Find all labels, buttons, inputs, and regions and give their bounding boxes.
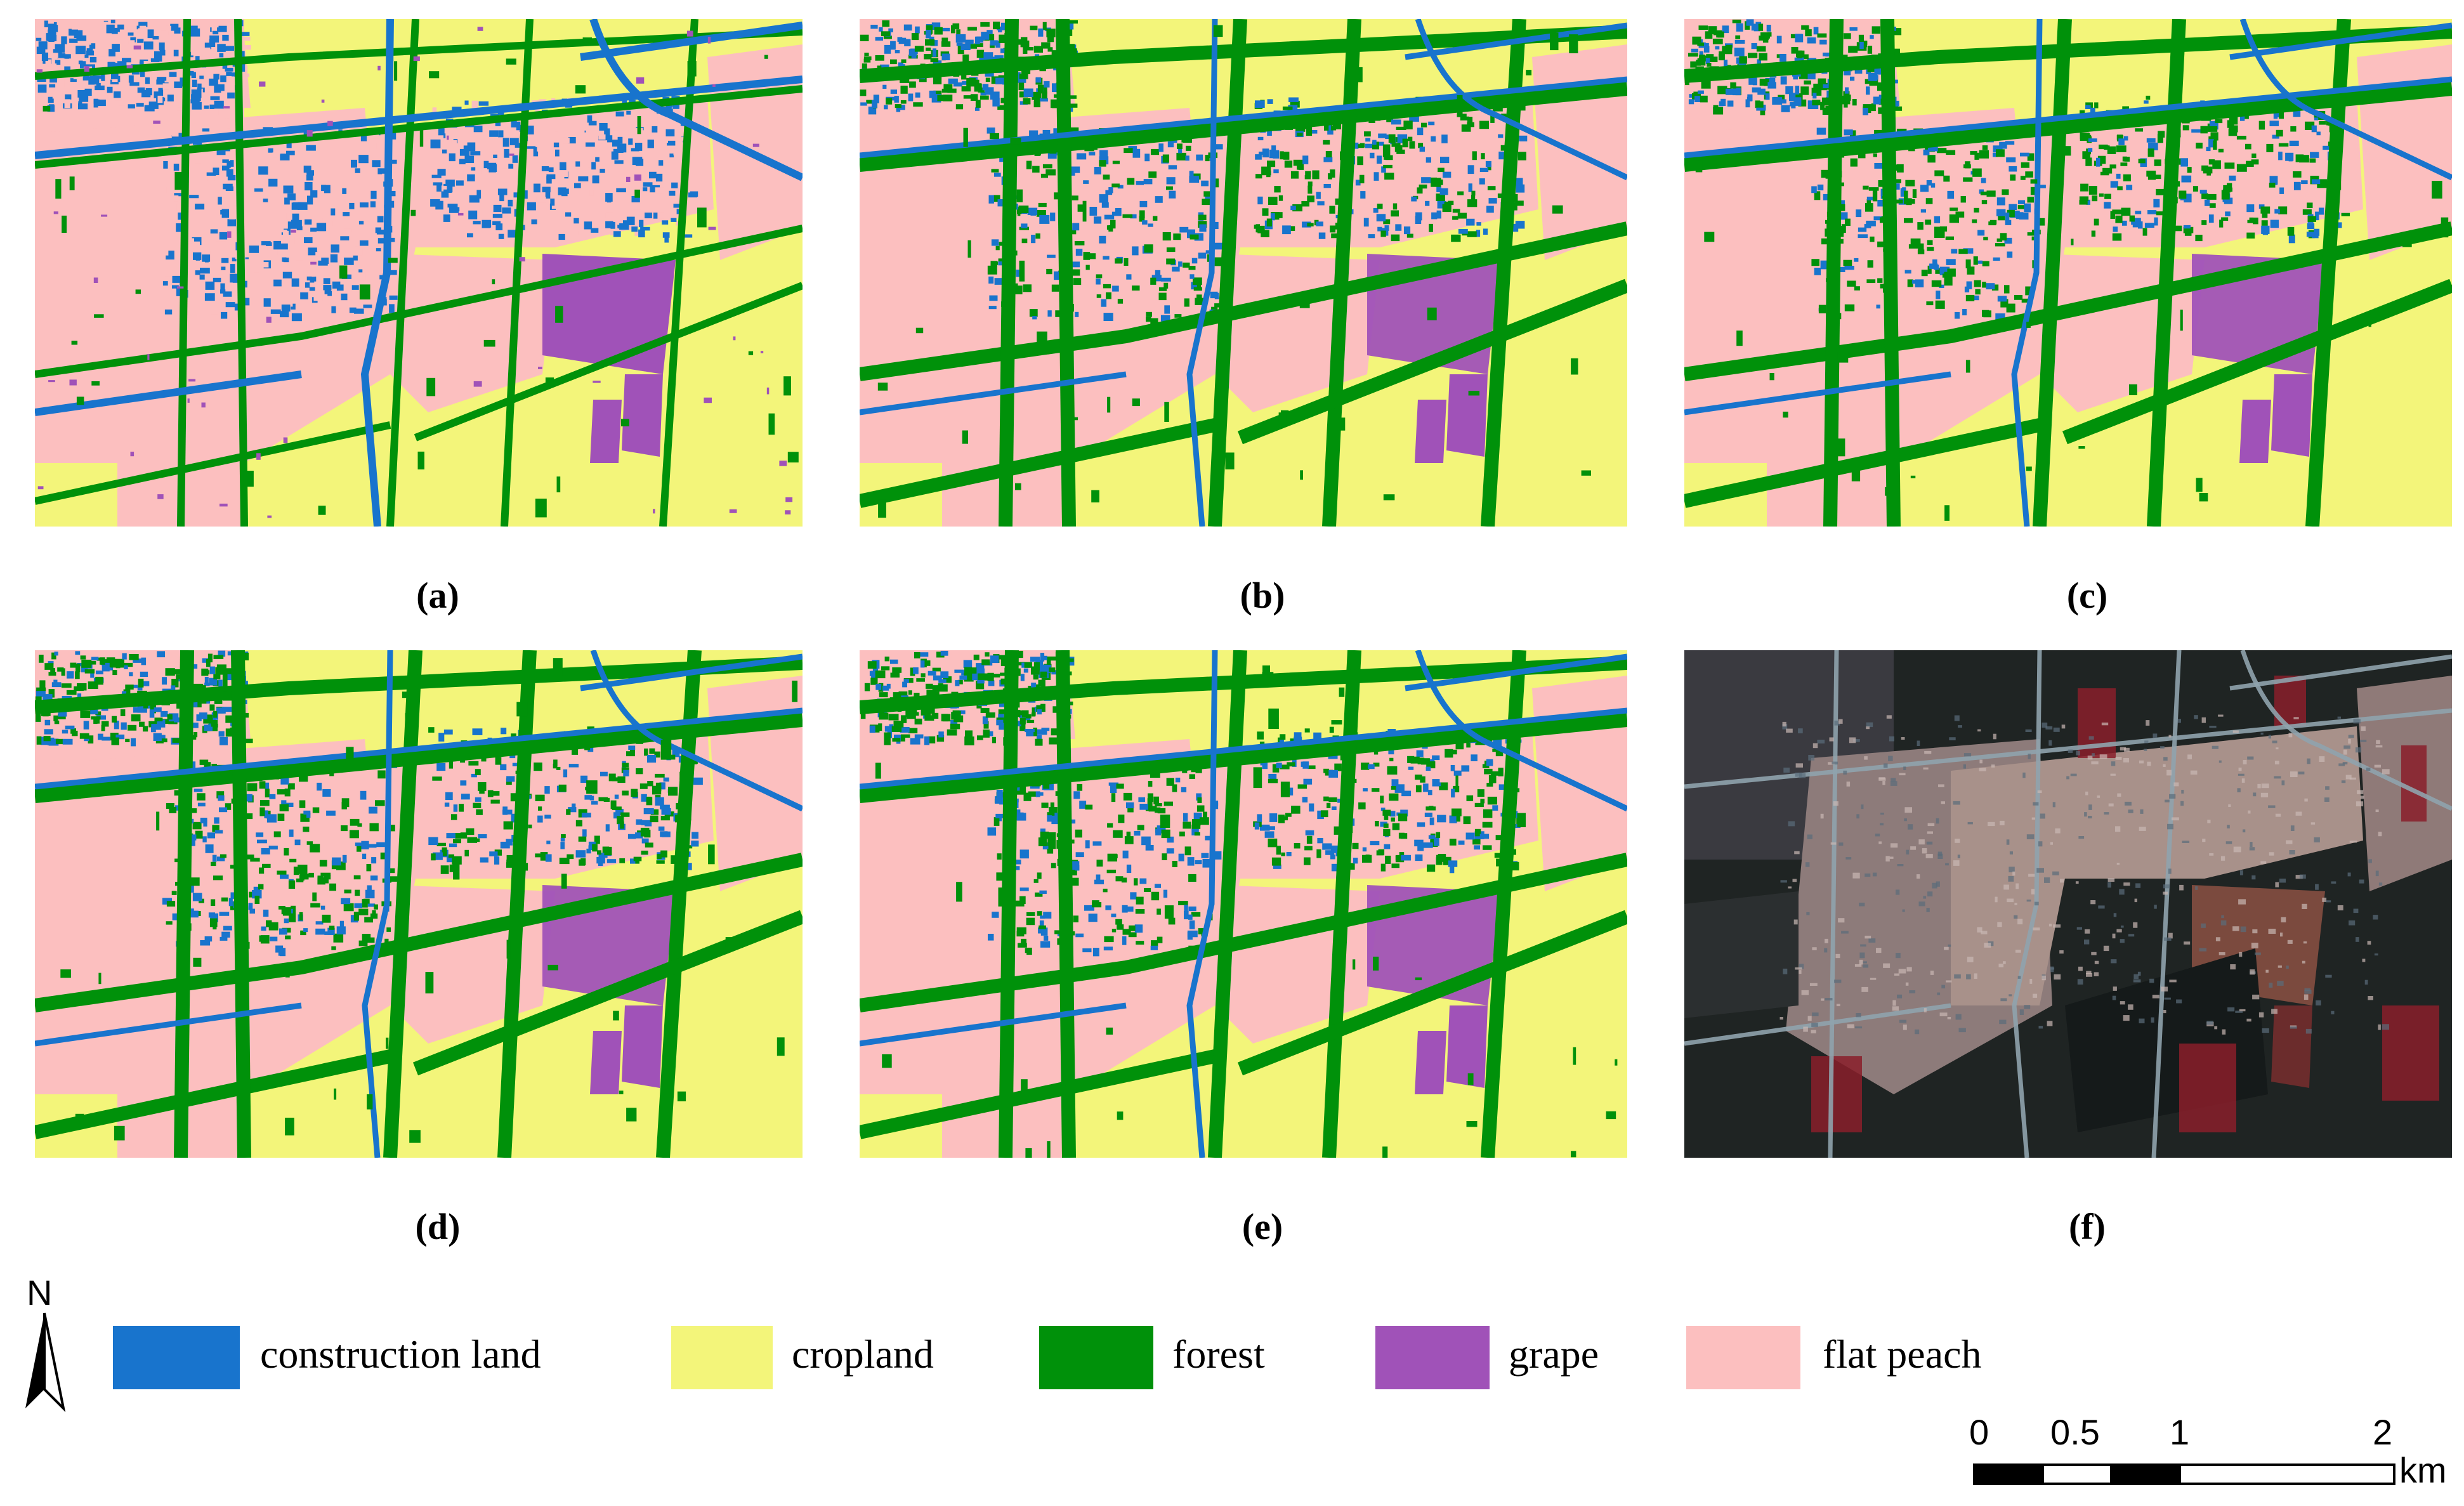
map-panel-d bbox=[35, 650, 803, 1158]
north-label: N bbox=[27, 1273, 53, 1313]
scale-unit: km bbox=[2399, 1450, 2447, 1490]
scale-tick-1: 1 bbox=[2170, 1412, 2190, 1452]
legend-item-grape: grape bbox=[1375, 1326, 1661, 1396]
legend-item-flat-peach: flat peach bbox=[1686, 1326, 2099, 1396]
caption-b: (b) bbox=[1240, 575, 1285, 616]
caption-c: (c) bbox=[2066, 575, 2108, 616]
legend-label-forest: forest bbox=[1172, 1332, 1265, 1377]
classification-map-b bbox=[860, 19, 1627, 527]
map-panel-b bbox=[860, 19, 1627, 527]
legend-label-cropland: cropland bbox=[792, 1332, 934, 1377]
legend-swatch-flat-peach bbox=[1686, 1326, 1800, 1389]
map-panel-a bbox=[35, 19, 803, 527]
scale-bar bbox=[1973, 1463, 2395, 1485]
legend-swatch-forest bbox=[1039, 1326, 1153, 1389]
scale-tick-2: 2 bbox=[2373, 1412, 2393, 1452]
legend-label-grape: grape bbox=[1509, 1332, 1599, 1377]
classification-map-c bbox=[1684, 19, 2452, 527]
caption-a: (a) bbox=[416, 575, 459, 616]
legend-label-flat-peach: flat peach bbox=[1823, 1332, 1982, 1377]
caption-d: (d) bbox=[415, 1206, 461, 1247]
satellite-panel-f bbox=[1684, 650, 2452, 1158]
legend-item-cropland: cropland bbox=[671, 1326, 988, 1396]
legend-label-construction-land: construction land bbox=[260, 1332, 541, 1377]
caption-f: (f) bbox=[2069, 1206, 2106, 1247]
map-panel-e bbox=[860, 650, 1627, 1158]
map-panel-c bbox=[1684, 19, 2452, 527]
satellite-image bbox=[1684, 650, 2452, 1158]
classification-map-a bbox=[35, 19, 803, 527]
legend-item-forest: forest bbox=[1039, 1326, 1325, 1396]
scale-tick-0: 0 bbox=[1969, 1412, 1989, 1452]
classification-map-d bbox=[35, 650, 803, 1158]
north-arrow-icon bbox=[25, 1313, 66, 1413]
caption-e: (e) bbox=[1242, 1206, 1283, 1247]
legend-swatch-construction-land bbox=[113, 1326, 240, 1389]
legend-swatch-cropland bbox=[671, 1326, 773, 1389]
scale-tick-0-5: 0.5 bbox=[2050, 1412, 2100, 1452]
legend-swatch-grape bbox=[1375, 1326, 1490, 1389]
legend-item-construction-land: construction land bbox=[113, 1326, 620, 1396]
classification-map-e bbox=[860, 650, 1627, 1158]
